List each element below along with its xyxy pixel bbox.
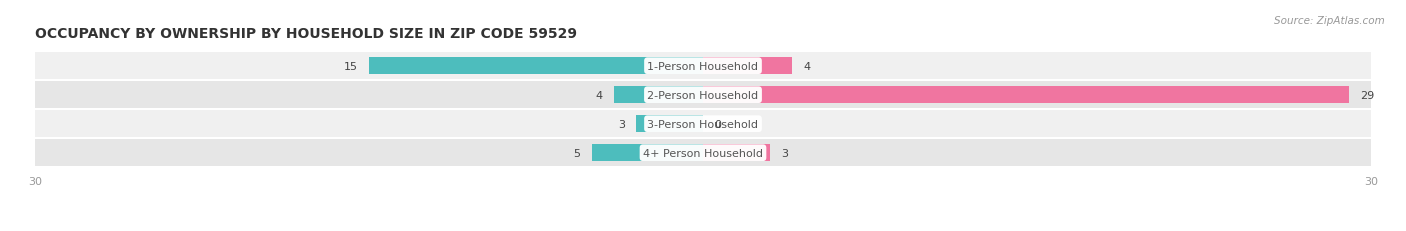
Text: Source: ZipAtlas.com: Source: ZipAtlas.com [1274,16,1385,26]
Text: 5: 5 [574,148,581,158]
Text: 4: 4 [596,90,603,100]
Text: 0: 0 [714,119,721,129]
Bar [35,140,1371,166]
Text: 29: 29 [1360,90,1374,100]
Text: 2-Person Household: 2-Person Household [647,90,759,100]
Text: 3: 3 [780,148,787,158]
Text: 4+ Person Household: 4+ Person Household [643,148,763,158]
Bar [368,58,703,75]
Bar [614,87,703,104]
Bar [35,53,1371,80]
Text: 3: 3 [619,119,626,129]
Bar [592,145,703,161]
Bar [35,82,1371,109]
Text: OCCUPANCY BY OWNERSHIP BY HOUSEHOLD SIZE IN ZIP CODE 59529: OCCUPANCY BY OWNERSHIP BY HOUSEHOLD SIZE… [35,27,576,41]
Bar [703,87,1348,104]
Text: 4: 4 [803,61,810,71]
Bar [35,111,1371,137]
Text: 3-Person Household: 3-Person Household [648,119,758,129]
Bar [703,58,792,75]
Bar [703,145,769,161]
Text: 1-Person Household: 1-Person Household [648,61,758,71]
Text: 15: 15 [344,61,359,71]
Bar [636,116,703,133]
